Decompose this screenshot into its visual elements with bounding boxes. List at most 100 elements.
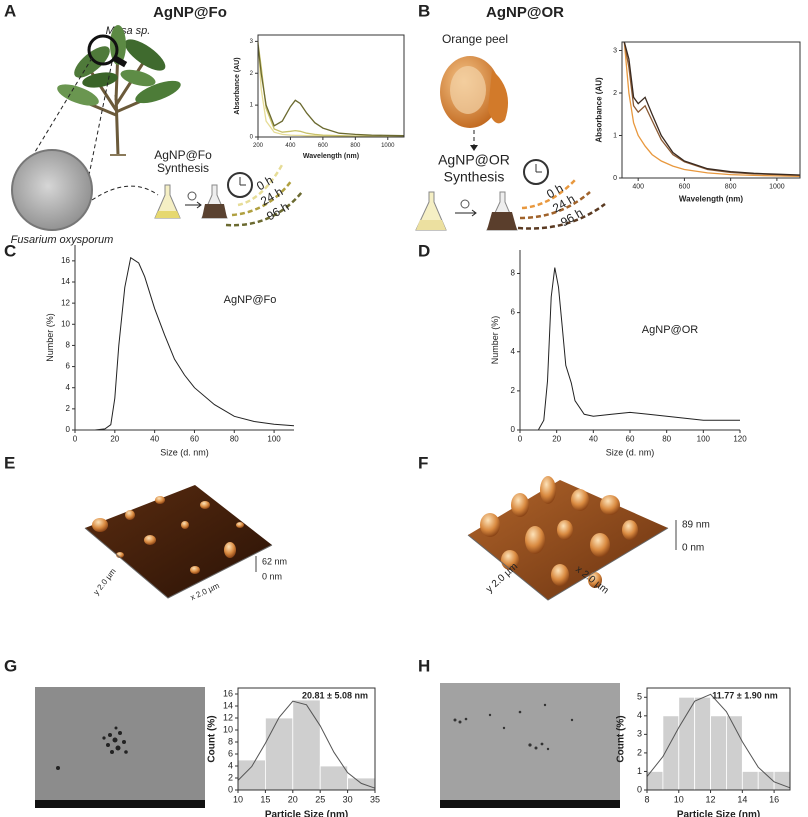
x-tick-label: 1000 [769, 184, 785, 191]
x-tick-label: 800 [350, 143, 361, 149]
plot-frame [621, 41, 801, 179]
x-tick-label: 800 [725, 184, 737, 191]
time-arrow [237, 164, 284, 207]
x-tick-label: 15 [260, 795, 270, 805]
afm-image [84, 485, 273, 599]
x-tick-label: 40 [589, 435, 598, 444]
bar [264, 717, 294, 791]
y-tick-label: 2 [250, 71, 254, 77]
source-label: Orange peel [442, 32, 508, 46]
bar [741, 771, 759, 791]
annotation: 11.77 ± 1.90 nm [712, 690, 777, 700]
y-tick-label: 14 [61, 277, 70, 286]
panel-letter: D [418, 241, 430, 260]
sem-image [35, 687, 205, 808]
synthesis-label: Synthesis [157, 161, 209, 175]
bar [319, 765, 349, 791]
plot-frame [646, 687, 791, 791]
synthesis-label: AgNP@Fo [154, 148, 212, 162]
y-tick-label: 2 [637, 747, 642, 757]
y-size-label: y 2.0 µm [484, 561, 520, 595]
x-axis-label: Size (d. nm) [606, 448, 655, 458]
annotation: 20.81 ± 5.08 nm [302, 690, 368, 700]
bar [710, 715, 727, 791]
y-tick-label: 3 [637, 729, 642, 739]
x-tick-label: 200 [253, 143, 264, 149]
x-tick-label: 20 [110, 435, 119, 444]
x-axis-label: Wavelength (nm) [303, 153, 359, 160]
flask-illustration [154, 172, 253, 219]
x-tick-label: 60 [190, 435, 199, 444]
x-tick-label: 20 [552, 435, 561, 444]
panel-letter: H [418, 656, 430, 675]
y-tick-label: 6 [66, 362, 71, 371]
x-tick-label: 400 [285, 143, 296, 149]
x-tick-label: 35 [370, 795, 380, 805]
y-tick-label: 4 [228, 760, 233, 770]
y-tick-label: 0 [637, 784, 642, 794]
zoom-line [17, 57, 113, 181]
x-tick-label: 600 [679, 184, 691, 191]
bar [237, 759, 266, 791]
y-tick-label: 0 [228, 784, 233, 794]
x-tick-label: 10 [233, 795, 243, 805]
afm-image [467, 476, 669, 601]
y-axis-label: Count (%) [615, 715, 626, 762]
panel-letter: F [418, 453, 428, 472]
panel-letter: B [418, 1, 430, 20]
flask-illustration [415, 159, 549, 231]
x-tick-label: 25 [315, 795, 325, 805]
flow-arrow [470, 145, 478, 151]
y-tick-label: 2 [228, 772, 233, 782]
data-line [537, 267, 740, 431]
data-line [257, 44, 405, 137]
y-tick-label: 10 [61, 319, 70, 328]
x-axis-label: Particle Size (nm) [265, 810, 348, 817]
x-tick-label: 30 [343, 795, 353, 805]
sem-image [440, 683, 620, 808]
z-max-label: 62 nm [262, 556, 287, 566]
plot-frame [257, 34, 405, 138]
plot-frame [237, 687, 376, 791]
x-tick-label: 40 [150, 435, 159, 444]
y-tick-label: 3 [613, 47, 617, 54]
flow-arrow [91, 185, 159, 201]
panel-title: AgNP@Fo [153, 4, 227, 21]
x-tick-label: 16 [769, 795, 779, 805]
y-tick-label: 5 [637, 692, 642, 702]
x-tick-label: 12 [706, 795, 716, 805]
time-arrow [517, 203, 606, 230]
data-line [94, 256, 295, 431]
x-tick-label: 80 [230, 435, 239, 444]
x-tick-label: 600 [318, 143, 329, 149]
y-tick-label: 0 [250, 135, 254, 141]
x-axis-label: Wavelength (nm) [679, 194, 743, 203]
axes [74, 245, 294, 431]
bar [347, 777, 376, 791]
synthesis-label: AgNP@OR [438, 152, 510, 168]
x-tick-label: 0 [73, 435, 78, 444]
x-axis-label: Particle Size (nm) [677, 810, 760, 817]
panel-letter: G [4, 656, 17, 675]
z-max-label: 89 nm [682, 520, 710, 531]
bar [678, 696, 696, 791]
bar [292, 699, 321, 791]
y-tick-label: 1 [637, 766, 642, 776]
y-tick-label: 8 [511, 269, 516, 278]
y-tick-label: 3 [250, 39, 254, 45]
x-tick-label: 100 [267, 435, 281, 444]
y-tick-label: 6 [511, 308, 516, 317]
y-tick-label: 4 [66, 383, 71, 392]
y-tick-label: 2 [66, 404, 71, 413]
fungus-label: Fusarium oxysporum [11, 234, 114, 246]
fit-curve [646, 693, 791, 789]
y-tick-label: 1 [250, 103, 254, 109]
time-arrow [225, 191, 303, 227]
orange-peel-illustration [440, 56, 509, 128]
y-axis-label: Absorbance (AU) [595, 77, 604, 143]
y-tick-label: 0 [613, 175, 617, 182]
y-tick-label: 2 [613, 90, 617, 97]
y-tick-label: 16 [61, 256, 70, 265]
y-size-label: y 2.0 µm [92, 567, 118, 597]
x-tick-label: 0 [518, 435, 523, 444]
